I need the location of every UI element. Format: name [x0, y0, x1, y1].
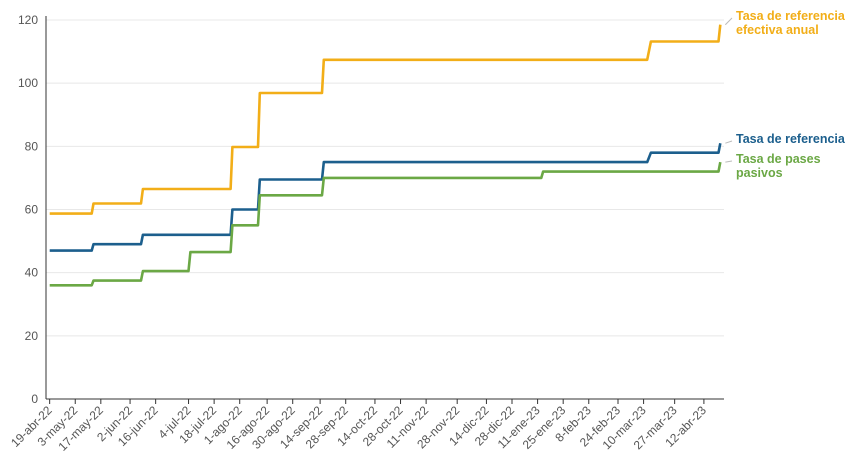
x-axis: 19-abr-223-may-2217-may-222-jun-2216-jun… — [8, 398, 724, 454]
y-tick-label: 40 — [25, 266, 39, 280]
y-tick-label: 120 — [18, 13, 38, 27]
y-tick-label: 20 — [25, 329, 39, 343]
series-label: efectiva anual — [736, 23, 819, 37]
y-axis: 0 20 40 60 80 100 120 — [18, 13, 47, 406]
y-tick-label: 100 — [18, 76, 38, 90]
label-connector — [724, 17, 733, 26]
series-label: pasivos — [736, 166, 783, 180]
series-line — [49, 24, 722, 215]
series — [49, 24, 722, 287]
y-tick-label: 60 — [25, 203, 39, 217]
y-tick-label: 80 — [25, 139, 39, 153]
series-label: Tasa de referencia — [736, 9, 846, 23]
label-connector — [725, 160, 733, 163]
series-label: Tasa de pases — [736, 152, 821, 166]
series-label: Tasa de referencia — [736, 132, 846, 146]
grid — [46, 19, 724, 337]
y-tick-label: 0 — [31, 392, 38, 406]
series-line — [49, 161, 722, 287]
label-connector — [725, 140, 733, 144]
series-line — [49, 142, 722, 252]
